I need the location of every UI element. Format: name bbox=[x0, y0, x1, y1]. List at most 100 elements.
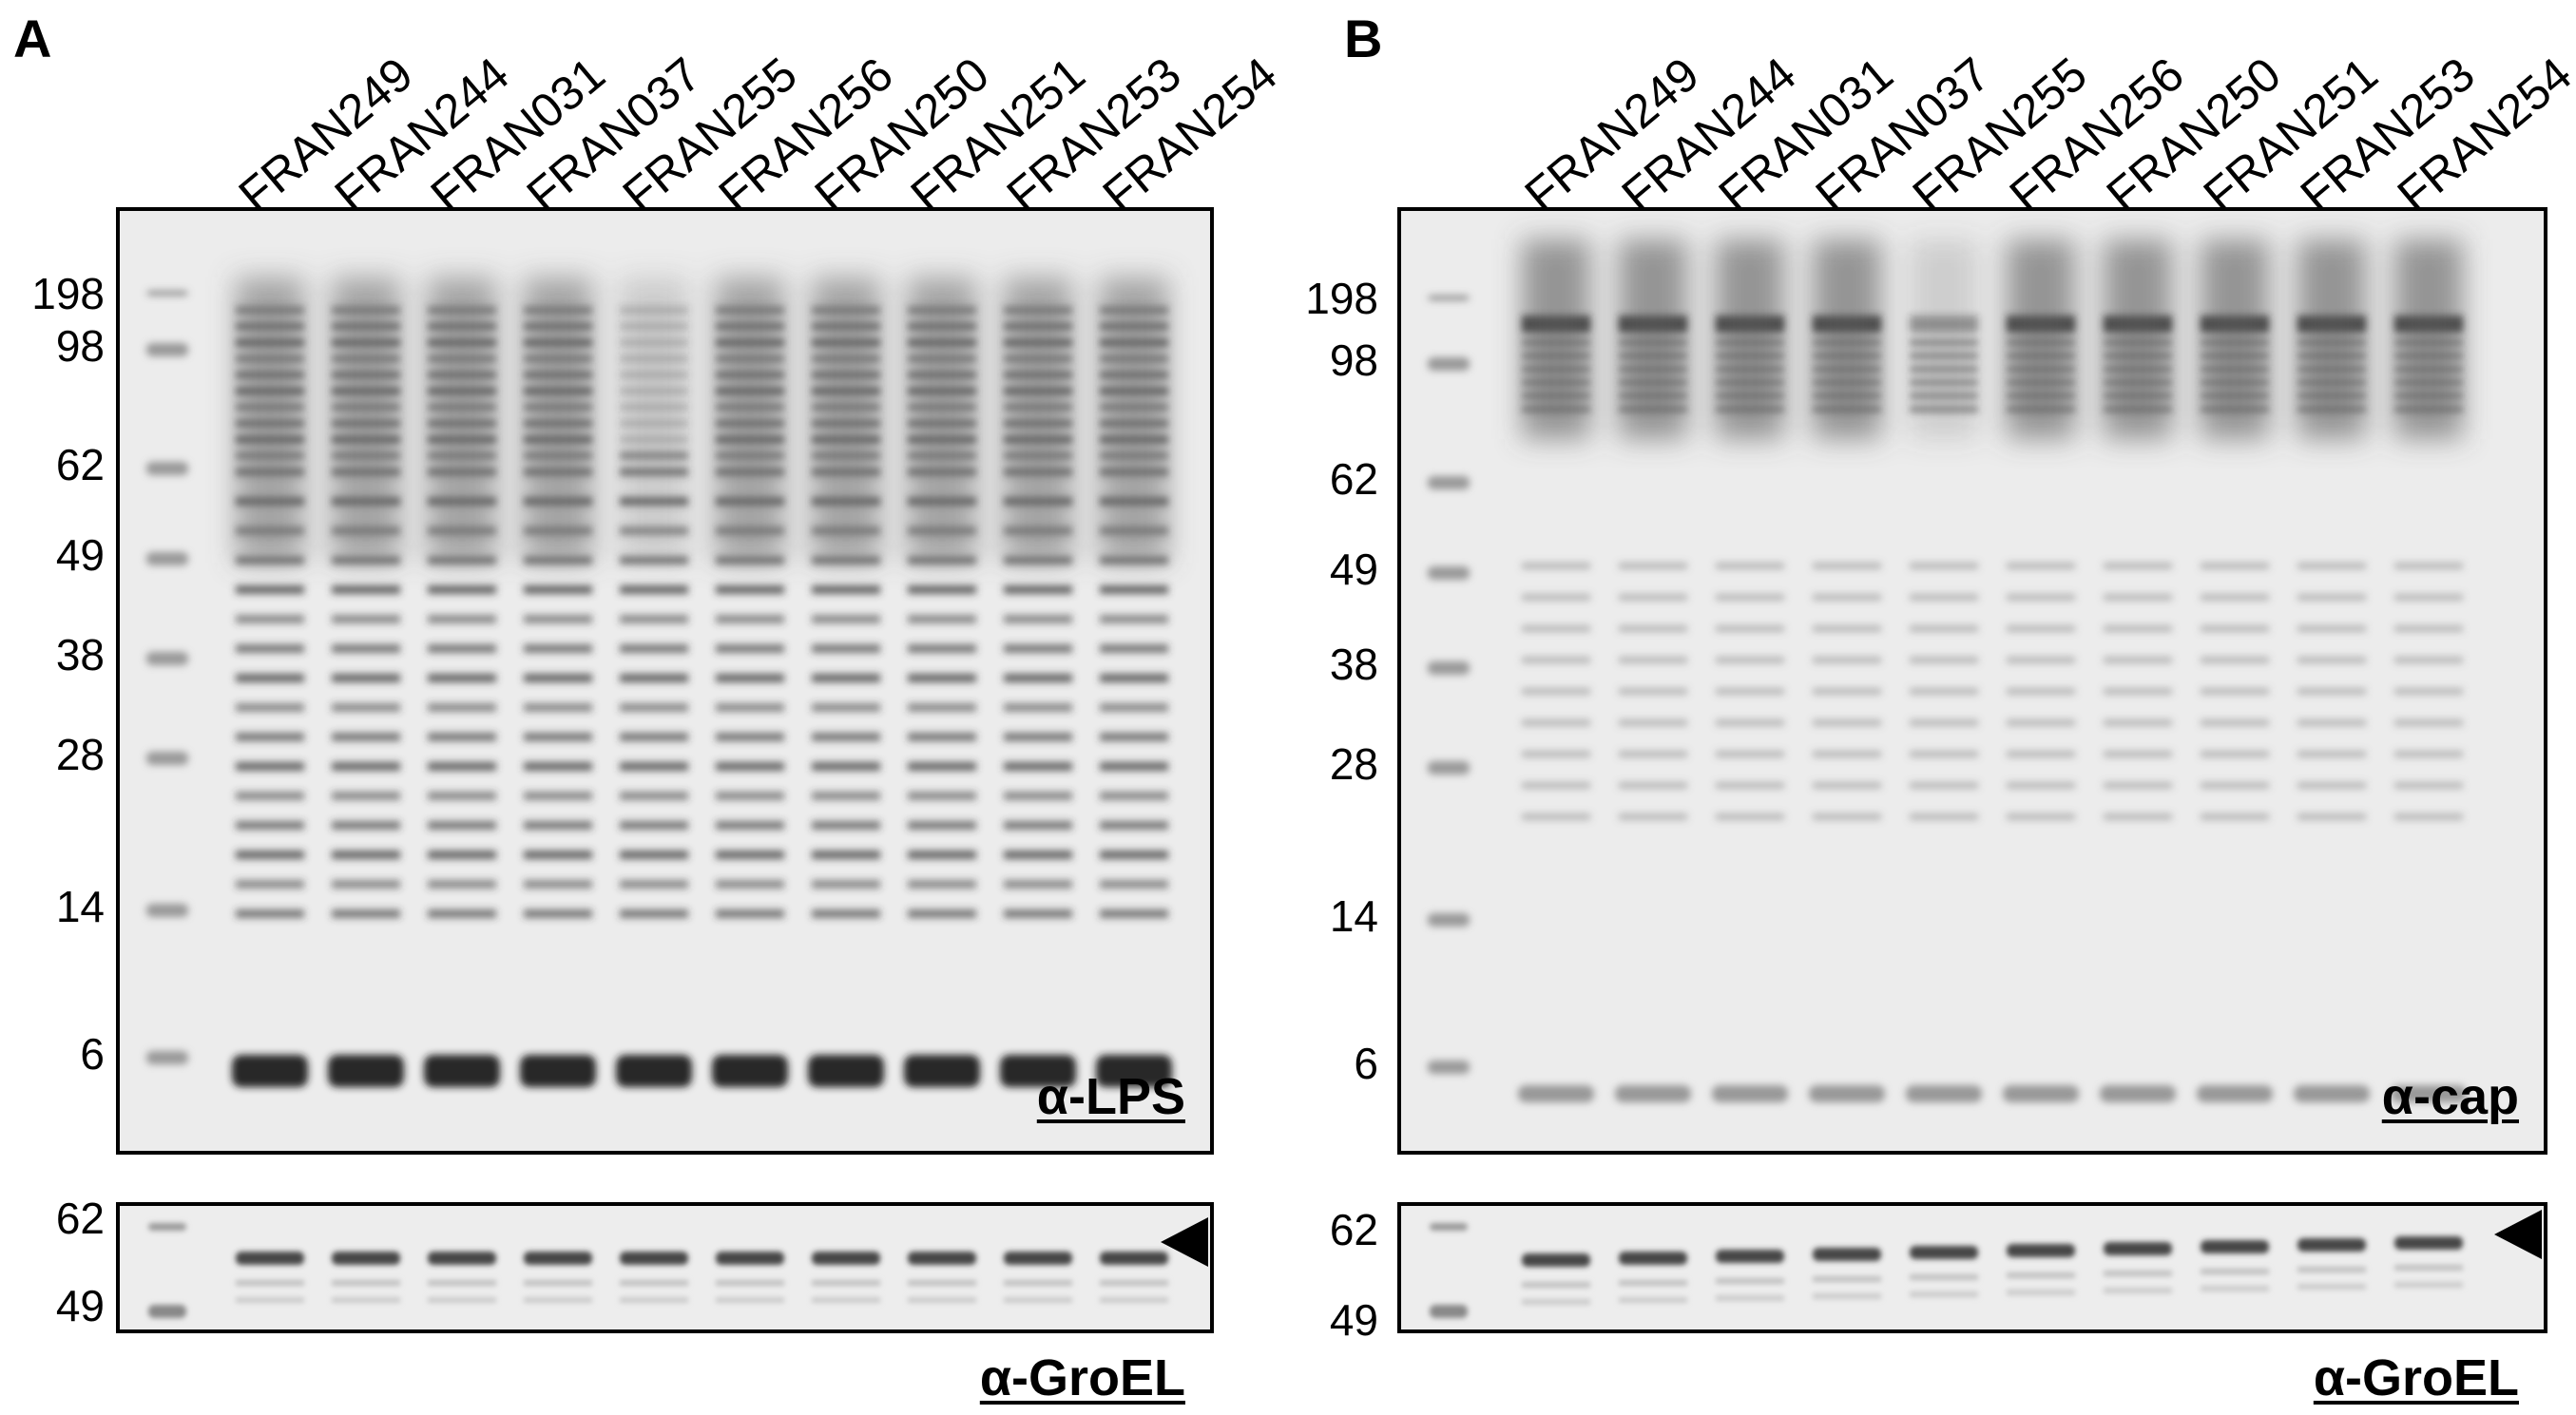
band bbox=[524, 1280, 592, 1286]
band bbox=[2394, 594, 2463, 601]
band bbox=[1813, 782, 1881, 789]
band bbox=[332, 851, 400, 859]
band bbox=[332, 703, 400, 712]
band bbox=[1004, 1252, 1072, 1265]
band bbox=[328, 1055, 404, 1087]
band bbox=[1712, 1085, 1788, 1102]
band bbox=[2007, 813, 2075, 820]
band bbox=[1716, 1278, 1784, 1284]
band bbox=[2297, 1238, 2366, 1252]
band bbox=[1809, 1085, 1885, 1102]
marker-label: 198 bbox=[1305, 274, 1378, 323]
band bbox=[1716, 782, 1784, 789]
ladder-band bbox=[146, 343, 188, 356]
band bbox=[236, 615, 304, 623]
band bbox=[1522, 813, 1590, 820]
band bbox=[1522, 719, 1590, 726]
band bbox=[1004, 909, 1072, 918]
band bbox=[908, 615, 976, 623]
band bbox=[808, 1055, 884, 1087]
band bbox=[908, 880, 976, 889]
band bbox=[332, 674, 400, 682]
smear bbox=[1716, 239, 1784, 439]
groel-antibody-label: α-GroEL bbox=[979, 1349, 1185, 1406]
band bbox=[2394, 813, 2463, 820]
band bbox=[1522, 1299, 1590, 1305]
band bbox=[236, 880, 304, 889]
band bbox=[1619, 657, 1687, 663]
marker-label: 198 bbox=[31, 269, 105, 318]
band bbox=[2201, 563, 2269, 569]
band bbox=[1096, 1055, 1172, 1087]
band bbox=[716, 733, 784, 741]
band bbox=[332, 1252, 400, 1265]
band bbox=[1619, 813, 1687, 820]
band bbox=[524, 1297, 592, 1303]
band bbox=[1522, 594, 1590, 601]
band bbox=[620, 1297, 688, 1303]
band bbox=[2197, 1085, 2273, 1102]
band bbox=[2394, 657, 2463, 663]
band bbox=[1910, 782, 1978, 789]
band bbox=[524, 851, 592, 859]
band bbox=[524, 792, 592, 800]
smear bbox=[908, 277, 976, 563]
band bbox=[1100, 909, 1168, 918]
band bbox=[620, 821, 688, 830]
band bbox=[2104, 719, 2172, 726]
band bbox=[332, 880, 400, 889]
band bbox=[332, 1280, 400, 1286]
smear bbox=[1619, 239, 1687, 439]
band bbox=[812, 821, 880, 830]
band bbox=[428, 733, 496, 741]
band bbox=[524, 880, 592, 889]
band bbox=[620, 792, 688, 800]
band bbox=[1716, 688, 1784, 695]
band bbox=[1100, 733, 1168, 741]
band bbox=[332, 585, 400, 594]
band bbox=[1100, 703, 1168, 712]
band bbox=[1813, 719, 1881, 726]
band bbox=[2104, 657, 2172, 663]
band bbox=[332, 792, 400, 800]
band bbox=[1716, 751, 1784, 757]
band bbox=[2007, 719, 2075, 726]
band bbox=[2201, 1286, 2269, 1291]
ladder-band bbox=[146, 752, 188, 765]
panel-a: A FRAN249 FRAN244 FRAN031 FRAN037 FRAN255 FRA… bbox=[0, 0, 1287, 1415]
band bbox=[2104, 1288, 2172, 1293]
ladder-band bbox=[1430, 1223, 1468, 1231]
marker-label: 98 bbox=[1329, 335, 1378, 385]
band bbox=[428, 851, 496, 859]
band bbox=[908, 1252, 976, 1265]
band bbox=[2297, 657, 2366, 663]
blot-image bbox=[120, 211, 1210, 1151]
main-antibody-label: α-cap bbox=[2381, 1068, 2519, 1125]
band bbox=[1910, 751, 1978, 757]
band bbox=[1619, 1252, 1687, 1265]
band bbox=[620, 674, 688, 682]
smear bbox=[1813, 239, 1881, 439]
band bbox=[2394, 625, 2463, 632]
marker-label: 49 bbox=[1329, 545, 1378, 594]
band bbox=[524, 909, 592, 918]
band bbox=[2394, 1265, 2463, 1271]
band bbox=[1619, 1297, 1687, 1303]
band bbox=[2201, 719, 2269, 726]
band bbox=[812, 1252, 880, 1265]
band bbox=[2394, 719, 2463, 726]
band bbox=[2391, 1085, 2467, 1102]
band bbox=[2007, 782, 2075, 789]
band bbox=[1004, 585, 1072, 594]
band bbox=[2007, 625, 2075, 632]
band bbox=[1910, 1274, 1978, 1280]
band bbox=[812, 733, 880, 741]
marker-label: 28 bbox=[1329, 739, 1378, 789]
smear bbox=[2201, 239, 2269, 439]
marker-label: 6 bbox=[80, 1029, 105, 1079]
band bbox=[2007, 657, 2075, 663]
band bbox=[1522, 1282, 1590, 1288]
band bbox=[1000, 1055, 1076, 1087]
band bbox=[2297, 719, 2366, 726]
smear bbox=[620, 277, 688, 563]
